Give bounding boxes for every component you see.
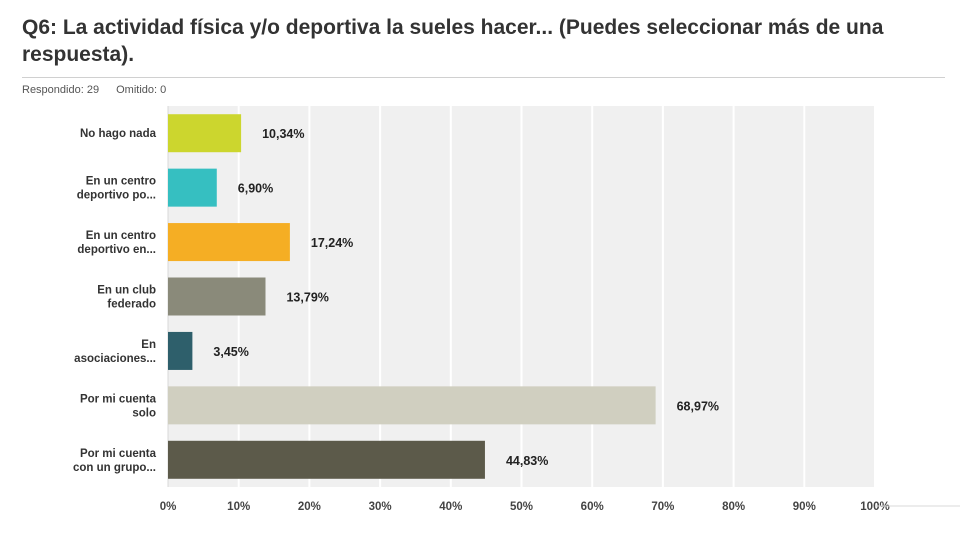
bar <box>168 386 656 425</box>
category-label: En un centro <box>86 230 156 242</box>
data-label: 6,90% <box>238 182 273 196</box>
x-tick-label: 10% <box>227 501 250 513</box>
x-tick-label: 90% <box>793 501 816 513</box>
category-label: asociaciones... <box>74 353 156 365</box>
category-label: con un grupo... <box>73 462 156 474</box>
question-title: Q6: La actividad física y/o deportiva la… <box>22 16 884 66</box>
x-tick-label: 20% <box>298 501 321 513</box>
bar <box>168 114 242 153</box>
bar <box>168 223 290 262</box>
bar <box>168 277 266 316</box>
x-tick-label: 50% <box>510 501 533 513</box>
response-stats: Respondido: 29 Omitido: 0 <box>22 84 180 96</box>
skipped-count: Omitido: 0 <box>116 84 167 96</box>
category-label: federado <box>107 299 156 311</box>
category-label: deportivo po... <box>77 190 156 202</box>
x-tick-label: 60% <box>581 501 604 513</box>
x-tick-label: 80% <box>722 501 745 513</box>
category-label: solo <box>132 407 156 419</box>
category-label: No hago nada <box>80 128 157 140</box>
answered-count: Respondido: 29 <box>22 84 100 96</box>
x-tick-label: 0% <box>160 501 177 513</box>
category-label: Por mi cuenta <box>80 393 157 405</box>
category-label: En un club <box>97 285 156 297</box>
bar <box>168 168 217 207</box>
data-label: 44,83% <box>506 454 548 468</box>
x-tick-label: 30% <box>369 501 392 513</box>
x-tick-label: 70% <box>651 501 674 513</box>
category-label: Por mi cuenta <box>80 448 157 460</box>
title-divider <box>22 77 945 78</box>
data-label: 68,97% <box>677 399 719 413</box>
category-label: En un centro <box>86 176 156 188</box>
category-label: En <box>141 339 156 351</box>
data-label: 13,79% <box>286 291 328 305</box>
data-label: 10,34% <box>262 127 304 141</box>
data-label: 17,24% <box>311 236 353 250</box>
bar <box>168 331 193 370</box>
bar <box>168 440 485 479</box>
data-label: 3,45% <box>213 345 248 359</box>
x-tick-label: 40% <box>439 501 462 513</box>
category-label: deportivo en... <box>77 244 156 256</box>
x-tick-label: 100% <box>860 501 889 513</box>
